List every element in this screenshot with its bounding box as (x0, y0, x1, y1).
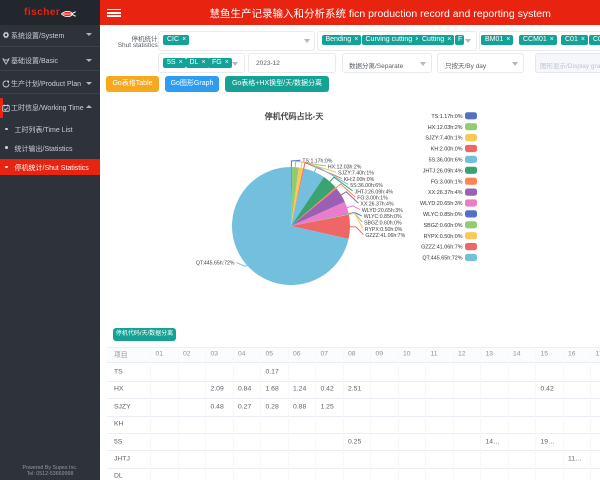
svg-text:HX:12.03h:2%: HX:12.03h:2% (328, 164, 362, 170)
svg-text:WLYC:0.85h:0%: WLYC:0.85h:0% (364, 214, 402, 220)
svg-text:SBGZ:0.60h:0%: SBGZ:0.60h:0% (364, 221, 402, 227)
svg-text:XX:26.37h:4%: XX:26.37h:4% (428, 190, 463, 196)
svg-text:5S:36.00h:6%: 5S:36.00h:6% (350, 183, 383, 189)
svg-text:SBGZ:0.60h:0%: SBGZ:0.60h:0% (424, 223, 463, 229)
svg-text:WLYD:20.65h:3%: WLYD:20.65h:3% (420, 201, 463, 207)
svg-text:FG:3.00h:1%: FG:3.00h:1% (431, 179, 463, 185)
svg-text:RYPX:0.50h:0%: RYPX:0.50h:0% (424, 234, 463, 240)
svg-text:停机代码占比-天: 停机代码占比-天 (265, 111, 325, 121)
svg-text:RYPX:0.50h:0%: RYPX:0.50h:0% (365, 227, 403, 233)
svg-text:5S:36.00h:6%: 5S:36.00h:6% (429, 158, 463, 164)
svg-text:XX:26.37h:4%: XX:26.37h:4% (360, 202, 394, 208)
svg-text:SJZY:7.40h:1%: SJZY:7.40h:1% (425, 136, 462, 142)
svg-text:WLYC:0.85h:0%: WLYC:0.85h:0% (423, 212, 463, 218)
svg-text:FG:3.00h:1%: FG:3.00h:1% (357, 195, 388, 201)
svg-text:KH:2.00h:0%: KH:2.00h:0% (431, 147, 463, 153)
svg-text:WLYD:20.65h:3%: WLYD:20.65h:3% (362, 208, 403, 214)
svg-text:QT:445.65h:72%: QT:445.65h:72% (422, 256, 462, 262)
svg-text:TS:1.17h:0%: TS:1.17h:0% (431, 114, 462, 120)
svg-text:QT:445.65h:72%: QT:445.65h:72% (196, 260, 235, 266)
svg-text:SJZY:7.40h:1%: SJZY:7.40h:1% (338, 171, 374, 177)
svg-text:TS:1.17h:0%: TS:1.17h:0% (302, 159, 332, 165)
svg-text:KH:2.00h:0%: KH:2.00h:0% (344, 177, 375, 183)
svg-text:HX:12.03h:2%: HX:12.03h:2% (428, 125, 463, 131)
svg-text:JHTJ:26.09h:4%: JHTJ:26.09h:4% (355, 189, 394, 195)
svg-text:JHTJ:26.09h:4%: JHTJ:26.09h:4% (423, 168, 463, 174)
svg-text:GZZZ:41.06h:7%: GZZZ:41.06h:7% (421, 245, 463, 251)
svg-text:GZZZ:41.06h:7%: GZZZ:41.06h:7% (365, 233, 405, 239)
